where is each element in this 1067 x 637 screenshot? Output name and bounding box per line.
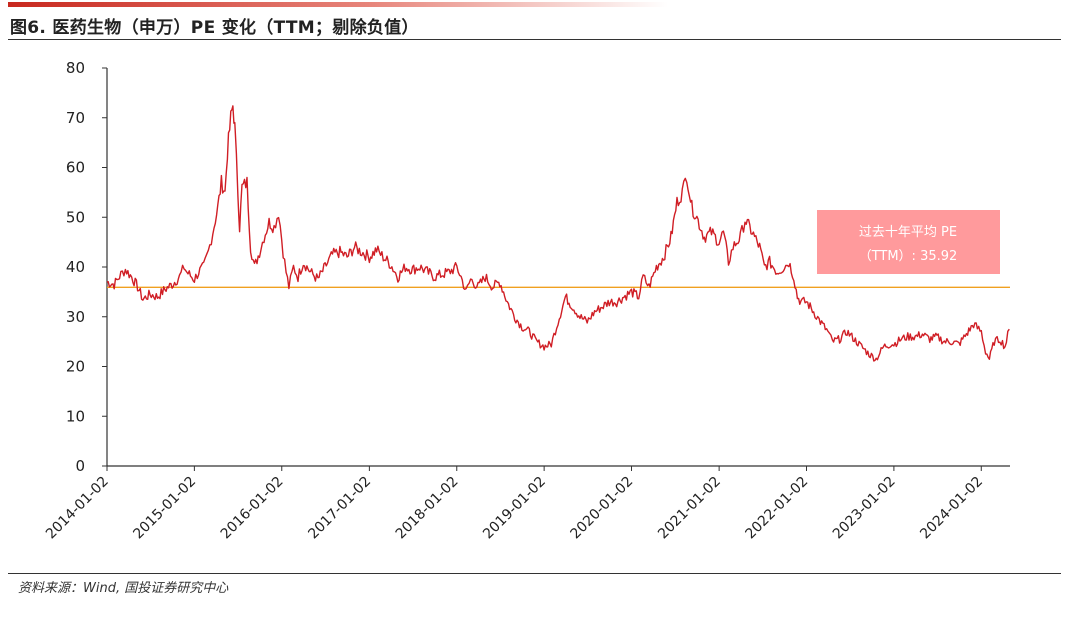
- x-tick-label: 2023-01-02: [830, 474, 899, 543]
- y-tick-label: 10: [66, 407, 85, 425]
- y-tick-label: 40: [66, 258, 85, 276]
- x-tick-label: 2017-01-02: [305, 474, 374, 543]
- x-tick-label: 2018-01-02: [393, 474, 462, 543]
- x-tick-label: 2016-01-02: [218, 474, 287, 543]
- y-tick-label: 50: [66, 208, 85, 226]
- x-tick-label: 2021-01-02: [655, 474, 724, 543]
- x-tick-label: 2019-01-02: [480, 474, 549, 543]
- y-tick-label: 20: [66, 358, 85, 376]
- x-tick-label: 2014-01-02: [43, 474, 112, 543]
- source-rule: [8, 573, 1061, 574]
- average-annotation-box: [817, 210, 1000, 274]
- y-tick-label: 70: [66, 109, 85, 127]
- figure-title: 图6. 医药生物（申万）PE 变化（TTM；剔除负值）: [10, 18, 419, 38]
- x-tick-label: 2015-01-02: [130, 474, 199, 543]
- average-annotation-line2: （TTM）: 35.92: [859, 249, 958, 264]
- x-tick-label: 2022-01-02: [742, 474, 811, 543]
- pe-series-line: [106, 105, 1010, 362]
- title-rule: [8, 39, 1061, 40]
- y-tick-label: 60: [66, 159, 85, 177]
- y-tick-label: 0: [75, 457, 85, 475]
- source-note: 资料来源：Wind, 国投证券研究中心: [18, 581, 229, 596]
- y-tick-label: 30: [66, 308, 85, 326]
- x-axis: 2014-01-02 2015-01-02 2016-01-02 2017-01-02…: [43, 465, 1010, 543]
- y-tick-label: 80: [66, 59, 85, 77]
- title-accent-bar: [8, 2, 668, 7]
- y-axis: 0 10 20 30 40 50 60 70 80: [66, 59, 108, 475]
- x-tick-label: 2020-01-02: [567, 474, 636, 543]
- average-annotation: 过去十年平均 PE （TTM）: 35.92: [817, 210, 1000, 274]
- average-annotation-line1: 过去十年平均 PE: [859, 225, 957, 240]
- plot-area: [106, 105, 1010, 362]
- x-tick-label: 2024-01-02: [917, 474, 986, 543]
